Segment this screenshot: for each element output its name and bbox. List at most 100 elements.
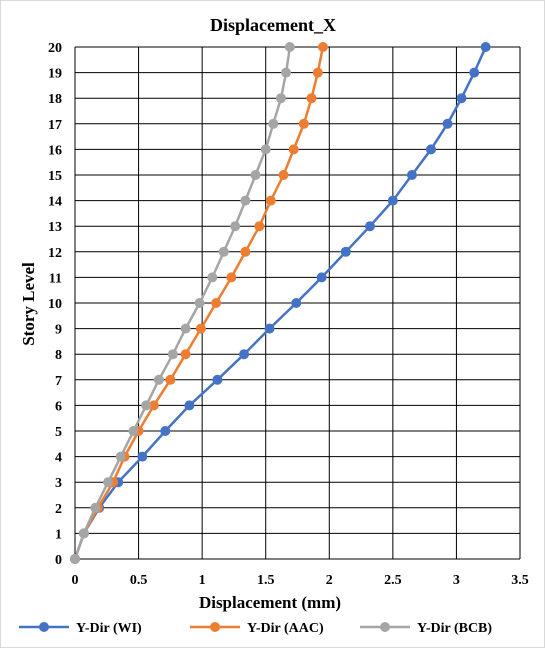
y-tick-label: 15 [48, 169, 62, 184]
y-tick-label: 5 [55, 425, 62, 440]
data-point [317, 42, 328, 52]
x-tick-label: 3.5 [511, 573, 529, 588]
data-point [230, 221, 241, 232]
data-point [264, 323, 275, 334]
legend-entry: Y-Dir (BCB) [360, 621, 492, 636]
x-tick-label: 1.5 [257, 573, 275, 588]
y-tick-label: 19 [48, 67, 62, 82]
data-point [137, 451, 148, 462]
data-point [480, 42, 491, 52]
data-point [212, 374, 223, 385]
data-point [240, 195, 251, 206]
legend-label: Y-Dir (WI) [76, 621, 142, 636]
data-point [165, 374, 176, 385]
data-point [469, 67, 480, 78]
data-point [284, 42, 295, 52]
x-axis-title: Displacement (mm) [199, 593, 341, 612]
chart-title: Displacement_X [210, 15, 336, 35]
y-tick-label: 9 [55, 323, 62, 338]
legend-marker [39, 622, 49, 632]
data-point [456, 93, 467, 104]
y-tick-label: 1 [55, 527, 62, 542]
data-point [90, 502, 101, 513]
y-tick-label: 10 [48, 297, 62, 312]
x-tick-label: 1 [199, 573, 206, 588]
data-point [260, 144, 271, 155]
legend-entry: Y-Dir (AAC) [190, 621, 324, 636]
data-point [153, 374, 164, 385]
legend: Y-Dir (WI) Y-Dir (AAC) Y-Dir (BCB) [19, 621, 492, 636]
tick-labels: 0 0.5 1 1.5 2 2.5 3 3.5012345678910111213141516… [48, 41, 529, 588]
data-point [281, 67, 292, 78]
data-point [340, 246, 351, 257]
legend-entry: Y-Dir (WI) [19, 621, 142, 636]
data-point [316, 272, 327, 283]
data-point [278, 170, 289, 180]
legend-label: Y-Dir (AAC) [247, 621, 324, 636]
data-point [442, 118, 453, 129]
data-point [306, 93, 317, 104]
legend-marker [380, 622, 390, 632]
data-point [167, 349, 178, 360]
data-point [207, 272, 218, 283]
data-point [128, 426, 139, 436]
y-tick-label: 4 [55, 451, 62, 466]
data-point [254, 221, 265, 232]
y-tick-label: 16 [48, 143, 62, 158]
x-tick-label: 2 [326, 573, 333, 588]
y-tick-label: 17 [48, 118, 62, 133]
legend-label: Y-Dir (BCB) [417, 621, 492, 636]
data-point [268, 118, 279, 129]
y-tick-label: 20 [48, 41, 62, 56]
data-point [387, 195, 398, 206]
data-series [70, 42, 491, 564]
data-point [103, 477, 114, 488]
data-point [312, 67, 323, 78]
y-tick-label: 8 [55, 348, 62, 363]
data-point [426, 144, 436, 155]
data-point [250, 170, 261, 180]
data-point [298, 118, 309, 129]
data-point [275, 93, 286, 104]
x-tick-label: 3 [453, 573, 460, 588]
y-tick-label: 7 [55, 374, 62, 389]
y-tick-label: 2 [55, 502, 62, 517]
data-point [406, 170, 417, 180]
data-point [184, 400, 195, 411]
y-tick-label: 0 [55, 553, 62, 568]
y-tick-label: 13 [48, 220, 62, 235]
data-point [148, 400, 159, 411]
data-point [141, 400, 152, 411]
series-3 [70, 42, 295, 564]
data-point [288, 144, 299, 155]
data-point [115, 451, 126, 462]
data-point [364, 221, 375, 232]
legend-marker [210, 622, 220, 632]
y-tick-label: 18 [48, 92, 62, 107]
y-tick-label: 6 [55, 399, 62, 414]
data-point [211, 298, 222, 308]
data-point [265, 195, 276, 206]
x-tick-label: 0 [72, 573, 79, 588]
y-tick-label: 14 [48, 195, 62, 210]
data-point [78, 528, 89, 539]
data-point [239, 349, 250, 360]
x-tick-label: 0.5 [130, 573, 148, 588]
y-tick-label: 11 [49, 271, 62, 286]
y-tick-label: 12 [48, 246, 62, 261]
data-point [180, 323, 191, 334]
data-point [70, 554, 80, 564]
data-point [218, 246, 229, 257]
data-point [160, 426, 171, 436]
data-point [226, 272, 237, 283]
data-point [240, 246, 251, 257]
data-point [291, 298, 302, 308]
y-tick-label: 3 [55, 476, 62, 491]
x-tick-label: 2.5 [384, 573, 402, 588]
data-point [180, 349, 191, 360]
y-axis-title: Story Level [19, 262, 38, 346]
data-point [195, 323, 206, 334]
series-2 [70, 42, 328, 564]
